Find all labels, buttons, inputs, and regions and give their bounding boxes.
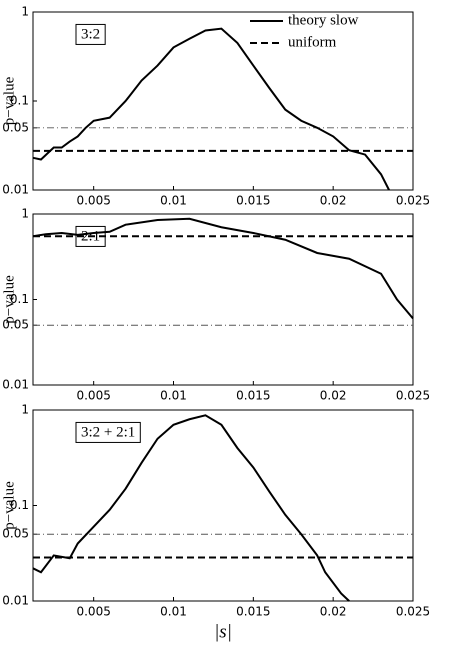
x-tick-label: 0.015 xyxy=(236,389,270,403)
y-tick-label: 0.1 xyxy=(10,292,29,306)
series-line xyxy=(32,414,350,602)
y-axis-label: p−value xyxy=(1,275,17,324)
series-line xyxy=(32,27,390,191)
x-tick-label: 0.005 xyxy=(76,389,110,403)
x-tick-label: 0.02 xyxy=(320,194,347,208)
y-tick-label: 0.05 xyxy=(2,120,29,134)
y-tick-label: 0.1 xyxy=(10,94,29,108)
y-tick-label: 1 xyxy=(21,5,29,19)
x-tick-label: 0.01 xyxy=(160,194,187,208)
panel-label: 3:2 xyxy=(81,26,100,42)
x-tick-label: 0.025 xyxy=(396,194,430,208)
x-tick-label: 0.01 xyxy=(160,605,187,619)
y-tick-label: 0.05 xyxy=(2,527,29,541)
x-tick-label: 0.015 xyxy=(236,194,270,208)
x-tick-label: 0.005 xyxy=(76,605,110,619)
legend-label: theory slow xyxy=(288,12,359,28)
x-tick-label: 0.01 xyxy=(160,389,187,403)
legend-label: uniform xyxy=(288,34,337,50)
y-tick-label: 0.1 xyxy=(10,498,29,512)
panel-label-box xyxy=(75,421,141,443)
x-axis-label: |s| xyxy=(214,621,232,642)
y-tick-label: 0.05 xyxy=(2,318,29,332)
y-tick-label: 1 xyxy=(21,403,29,417)
x-tick-label: 0.025 xyxy=(396,389,430,403)
x-tick-label: 0.02 xyxy=(320,389,347,403)
panel-label-box xyxy=(75,23,106,45)
y-tick-label: 0.01 xyxy=(2,378,29,392)
y-tick-label: 0.01 xyxy=(2,183,29,197)
panel-label-box xyxy=(75,225,106,247)
x-tick-label: 0.02 xyxy=(320,605,347,619)
x-tick-label: 0.015 xyxy=(236,605,270,619)
y-tick-label: 1 xyxy=(21,207,29,221)
y-axis-label: p−value xyxy=(1,481,17,530)
panel-label: 3:2 + 2:1 xyxy=(81,424,135,440)
x-tick-label: 0.005 xyxy=(76,194,110,208)
y-axis-label: p−value xyxy=(1,76,17,125)
panel-label: 2:1 xyxy=(81,228,100,244)
series-line xyxy=(32,217,414,320)
y-tick-label: 0.01 xyxy=(2,594,29,608)
x-tick-label: 0.025 xyxy=(396,605,430,619)
